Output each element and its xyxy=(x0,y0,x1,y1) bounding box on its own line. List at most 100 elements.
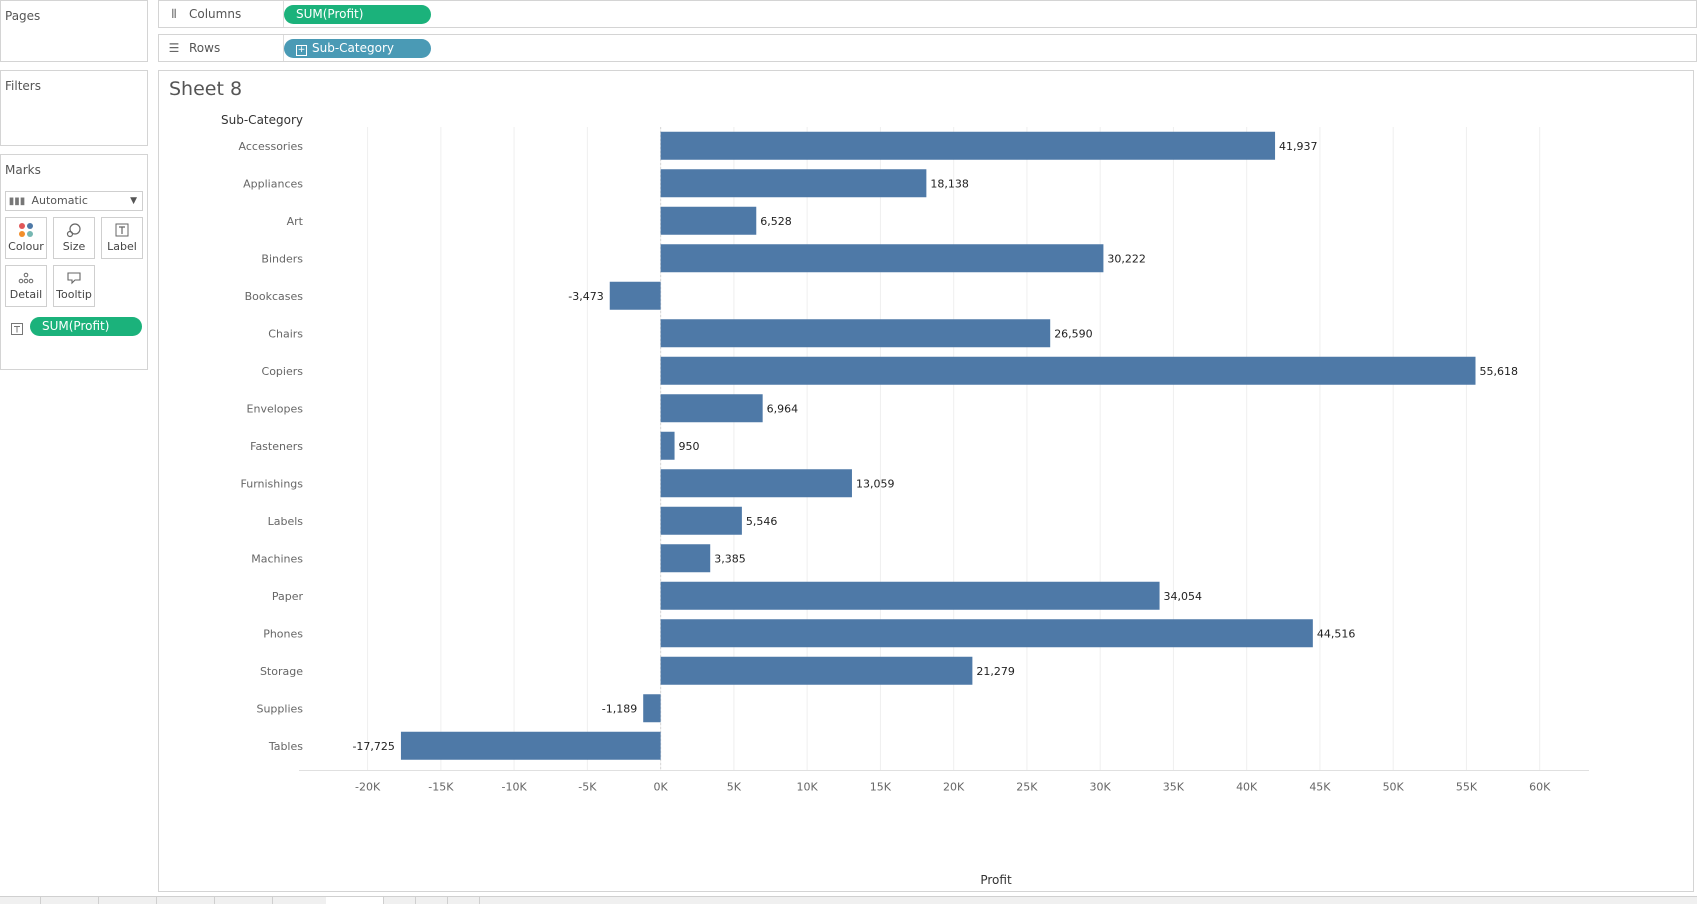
mark-type-value: Automatic xyxy=(31,194,88,207)
rows-icon: ☰ xyxy=(168,41,180,55)
expand-plus-icon[interactable]: + xyxy=(296,45,307,56)
sheet-tab[interactable] xyxy=(214,897,273,904)
bar-value-label: 6,528 xyxy=(760,215,792,228)
bar-furnishings[interactable] xyxy=(660,469,852,498)
filters-title: Filters xyxy=(5,79,41,93)
x-tick-label: 55K xyxy=(1456,781,1478,794)
x-tick-label: 0K xyxy=(654,781,669,794)
marks-panel: Marks ▮▮▮ Automatic ▼ Colour Size Labe xyxy=(0,154,148,370)
bar-binders[interactable] xyxy=(660,244,1104,273)
label-icon xyxy=(102,218,142,240)
bar-art[interactable] xyxy=(660,206,757,235)
detail-icon xyxy=(6,266,46,288)
x-tick-label: 30K xyxy=(1090,781,1112,794)
bar-bookcases[interactable] xyxy=(609,281,661,310)
columns-shelf[interactable]: ⦀ Columns SUM(Profit) xyxy=(158,0,1697,28)
bar-value-label: 44,516 xyxy=(1317,627,1356,640)
tooltip-icon xyxy=(54,266,94,288)
bar-labels[interactable] xyxy=(660,506,742,535)
sheet-tab-bar xyxy=(0,896,1697,904)
bar-phones[interactable] xyxy=(660,619,1313,648)
bar-value-label: 30,222 xyxy=(1107,252,1146,265)
bar-chairs[interactable] xyxy=(660,319,1051,348)
category-label[interactable]: Binders xyxy=(261,252,303,265)
bar-appliances[interactable] xyxy=(660,169,927,198)
bar-accessories[interactable] xyxy=(660,131,1276,160)
detail-label: Detail xyxy=(9,288,43,301)
bar-copiers[interactable] xyxy=(660,356,1476,385)
pages-panel: Pages xyxy=(0,0,148,62)
filters-panel[interactable]: Filters xyxy=(0,70,148,146)
x-tick-label: -5K xyxy=(578,781,597,794)
rows-pill-text: Sub-Category xyxy=(312,41,394,55)
category-label[interactable]: Storage xyxy=(260,665,303,678)
size-label: Size xyxy=(62,240,86,253)
bar-value-label: 3,385 xyxy=(714,552,746,565)
bar-value-label: 21,279 xyxy=(976,665,1015,678)
category-label[interactable]: Art xyxy=(287,215,304,228)
bar-machines[interactable] xyxy=(660,544,711,573)
category-label[interactable]: Copiers xyxy=(262,365,304,378)
columns-shelf-label: ⦀ Columns xyxy=(159,1,284,27)
category-label[interactable]: Tables xyxy=(268,740,303,753)
sheet-tab[interactable] xyxy=(383,897,416,904)
bar-paper[interactable] xyxy=(660,581,1160,610)
sheet-tab[interactable] xyxy=(40,897,99,904)
x-tick-label: 35K xyxy=(1163,781,1185,794)
bar-tables[interactable] xyxy=(400,731,661,760)
category-label[interactable]: Paper xyxy=(272,590,304,603)
sheet-tab[interactable] xyxy=(156,897,215,904)
size-button[interactable]: Size xyxy=(53,217,95,259)
bar-storage[interactable] xyxy=(660,656,973,685)
category-label[interactable]: Appliances xyxy=(243,177,303,190)
colour-dots-icon xyxy=(6,218,46,240)
bar-value-label: -17,725 xyxy=(352,740,394,753)
category-label[interactable]: Accessories xyxy=(239,140,304,153)
sheet-tab-active[interactable] xyxy=(326,897,384,904)
tooltip-button[interactable]: Tooltip xyxy=(53,265,95,307)
x-tick-label: 25K xyxy=(1016,781,1038,794)
bar-fasteners[interactable] xyxy=(660,431,675,460)
x-tick-label: -15K xyxy=(428,781,454,794)
category-label[interactable]: Phones xyxy=(263,627,303,640)
sheet-tab[interactable] xyxy=(415,897,448,904)
colour-button[interactable]: Colour xyxy=(5,217,47,259)
category-label[interactable]: Envelopes xyxy=(247,402,304,415)
x-tick-label: -10K xyxy=(502,781,528,794)
pages-title: Pages xyxy=(5,9,41,23)
x-tick-label: 15K xyxy=(870,781,892,794)
category-label[interactable]: Fasteners xyxy=(250,440,303,453)
bar-supplies[interactable] xyxy=(643,694,661,723)
columns-icon: ⦀ xyxy=(171,7,177,21)
bar-envelopes[interactable] xyxy=(660,394,763,423)
category-label[interactable]: Furnishings xyxy=(241,477,304,490)
x-tick-label: 10K xyxy=(797,781,819,794)
x-tick-label: 40K xyxy=(1236,781,1258,794)
marks-profit-pill[interactable]: SUM(Profit) xyxy=(30,317,142,336)
columns-profit-pill[interactable]: SUM(Profit) xyxy=(284,5,431,24)
category-label[interactable]: Bookcases xyxy=(245,290,304,303)
label-button[interactable]: Label xyxy=(101,217,143,259)
category-label[interactable]: Supplies xyxy=(256,702,303,715)
category-label[interactable]: Chairs xyxy=(268,327,303,340)
sheet-tab[interactable] xyxy=(0,897,41,904)
category-label[interactable]: Machines xyxy=(251,552,303,565)
rows-subcategory-pill[interactable]: + Sub-Category xyxy=(284,39,431,58)
chevron-down-icon: ▼ xyxy=(130,196,137,206)
sheet-tab[interactable] xyxy=(447,897,480,904)
sheet-tab[interactable] xyxy=(98,897,157,904)
rows-shelf[interactable]: ☰ Rows + Sub-Category xyxy=(158,34,1697,62)
bar-value-label: 6,964 xyxy=(767,402,799,415)
x-axis-title[interactable]: Profit xyxy=(980,873,1012,887)
x-tick-label: 5K xyxy=(727,781,742,794)
detail-button[interactable]: Detail xyxy=(5,265,47,307)
tooltip-label: Tooltip xyxy=(56,288,92,301)
y-axis-header[interactable]: Sub-Category xyxy=(221,113,303,127)
mark-type-dropdown[interactable]: ▮▮▮ Automatic ▼ xyxy=(5,191,143,211)
bar-value-label: 5,546 xyxy=(746,515,778,528)
bar-value-label: -3,473 xyxy=(568,290,603,303)
x-tick-label: 20K xyxy=(943,781,965,794)
bar-value-label: 41,937 xyxy=(1279,140,1318,153)
category-label[interactable]: Labels xyxy=(268,515,304,528)
bar-value-label: 18,138 xyxy=(930,177,969,190)
